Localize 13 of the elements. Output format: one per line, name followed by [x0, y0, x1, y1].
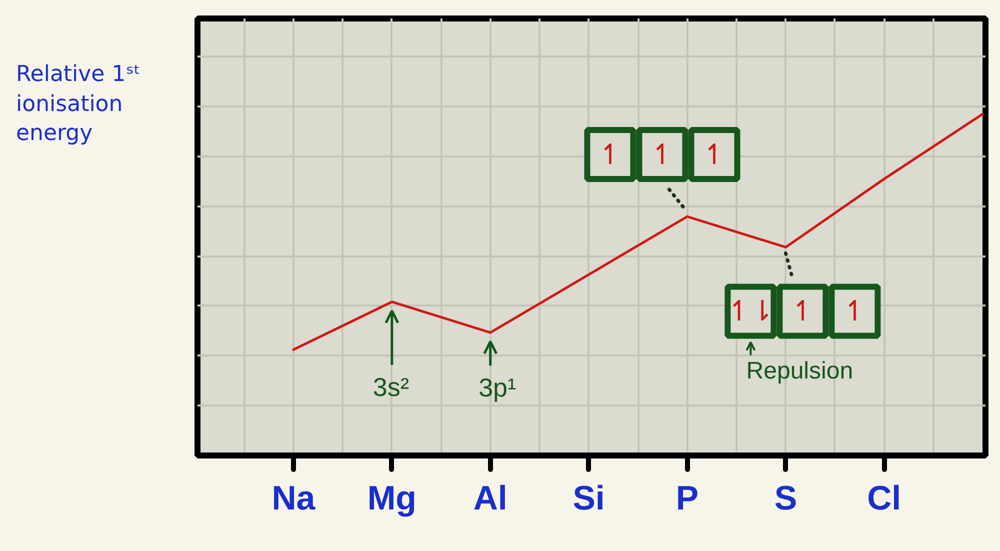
annotation: ↿ ↿ ↿	[598, 138, 726, 172]
x-tick-label: Mg	[367, 480, 416, 518]
x-tick-label: Na	[272, 480, 316, 518]
annotation: 3p¹	[478, 372, 516, 403]
annotation: 3s²	[372, 372, 410, 402]
x-tick-label: S	[774, 480, 798, 518]
annotation: ↿⇂ ↿ ↿	[727, 294, 866, 328]
x-tick-label: P	[676, 480, 699, 518]
y-axis-title: Relative 1ˢᵗ ionisation energy	[15, 61, 142, 148]
x-tick-label: Al	[473, 480, 508, 518]
x-tick-label: Cl	[867, 480, 902, 518]
annotation: Repulsion	[746, 358, 854, 385]
x-tick-label: Si	[572, 480, 605, 518]
